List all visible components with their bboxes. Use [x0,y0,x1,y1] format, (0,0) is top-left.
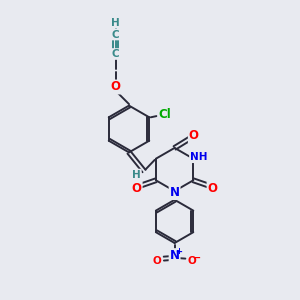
Text: C: C [112,49,119,59]
Text: N: N [169,249,180,262]
Text: O: O [208,182,218,195]
Text: NH: NH [190,152,208,162]
Text: O: O [153,256,162,266]
Text: O: O [189,129,199,142]
Text: O: O [110,80,121,94]
Text: O: O [132,182,142,195]
Text: H: H [111,17,120,28]
Text: C: C [112,29,119,40]
Text: Cl: Cl [158,108,171,122]
Text: −: − [193,252,202,262]
Text: +: + [175,247,182,256]
Text: N: N [169,186,180,199]
Text: H: H [132,169,141,180]
Text: O: O [188,256,196,266]
